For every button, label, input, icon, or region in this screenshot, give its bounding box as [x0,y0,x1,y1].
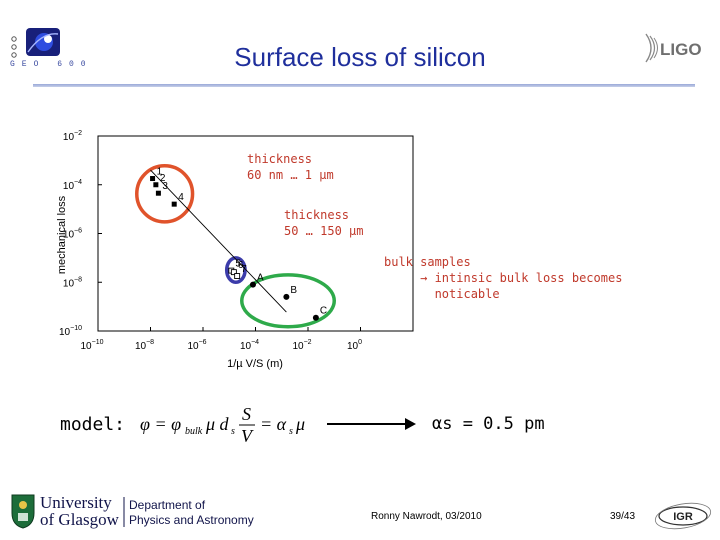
data-point-A [249,281,256,288]
x-tick-label: 10−4 [240,339,259,352]
geo600-logo [8,26,64,70]
svg-text:μ d: μ d [205,414,230,434]
slide-title: Surface loss of silicon [234,42,486,72]
x-tick-label: 10−6 [187,339,206,352]
igr-logo-text: IGR [673,511,693,523]
data-point-label: 2 [160,173,166,184]
model-formula: φ = φ bulk μ d s S V = α s μ [140,402,315,453]
department-line-1: Department of [129,498,206,512]
y-tick-label: 10−4 [63,179,82,192]
svg-text:s: s [289,426,293,437]
svg-text:S: S [242,404,251,424]
y-axis-label: mechanical loss [56,195,68,274]
loss-chart: 10−10 10−8 10−6 10−4 10−2 100 10−2 10−4 10−6 10−8… [56,130,414,370]
x-tick-label: 10−8 [135,339,154,352]
svg-text:φ = φ: φ = φ [140,414,181,434]
data-point-label: C [320,306,327,317]
data-point-label: 4 [178,192,184,203]
data-point-label: B [290,285,297,296]
data-point-label: A [257,273,264,284]
data-point-label: 7 [241,264,247,275]
svg-text:μ: μ [295,414,305,434]
x-tick-label: 100 [347,339,362,352]
data-point-label: 6 [238,260,244,271]
arrow-right-icon [327,418,416,430]
data-point-2 [153,182,159,188]
plot-frame [97,135,414,332]
data-point-B [283,293,290,300]
fit-line [150,169,287,313]
university-word: University [40,493,112,512]
geo600-label: GEO 600 [10,60,93,69]
igr-logo: IGR [654,502,712,530]
group-ellipse-thin [135,164,195,224]
svg-text:= α: = α [260,414,287,434]
data-point-label: 3 [162,181,168,192]
x-axis-label: 1/µ V/S (m) [227,358,283,370]
alpha-s-result: αs = 0.5 pm [432,414,545,434]
annotation-thick-samples: thickness 50 … 150 µm [284,208,364,238]
x-tick-label: 10−2 [292,339,311,352]
university-of-glasgow-logo: University of Glasgow Department of Phys… [10,493,260,529]
svg-text:s: s [231,426,235,437]
y-tick-label: 10−6 [63,228,82,241]
svg-text:bulk: bulk [185,426,203,437]
y-tick-label: 10−8 [63,276,82,289]
data-point-3 [155,190,161,196]
y-tick-label: 10−10 [59,325,82,338]
page-number: 39/43 [610,511,636,522]
data-point-6 [230,269,237,276]
department-line-2: Physics and Astronomy [129,513,254,527]
data-point-4 [171,201,177,207]
group-ellipse-thick [224,256,247,284]
title-divider [33,84,695,87]
svg-text:V: V [241,426,254,446]
annotation-thin-films: thickness 60 nm … 1 µm [247,152,334,182]
data-point-7 [234,273,241,279]
annotation-bulk-samples: bulk samples → intinsic bulk loss become… [384,255,623,301]
author-date: Ronny Nawrodt, 03/2010 [371,511,482,522]
data-point-C [312,314,319,321]
ligo-logo-text: LIGO [660,40,702,59]
data-point-label: 5 [235,259,241,270]
data-point-1 [150,176,156,182]
y-tick-label: 10−2 [63,130,82,143]
of-glasgow-word: of Glasgow [40,510,120,529]
data-point-label: 1 [157,167,163,178]
model-label: model: [60,414,126,435]
ligo-logo: LIGO [644,30,708,66]
x-tick-label: 10−10 [81,339,104,352]
group-ellipse-bulk [240,273,337,329]
